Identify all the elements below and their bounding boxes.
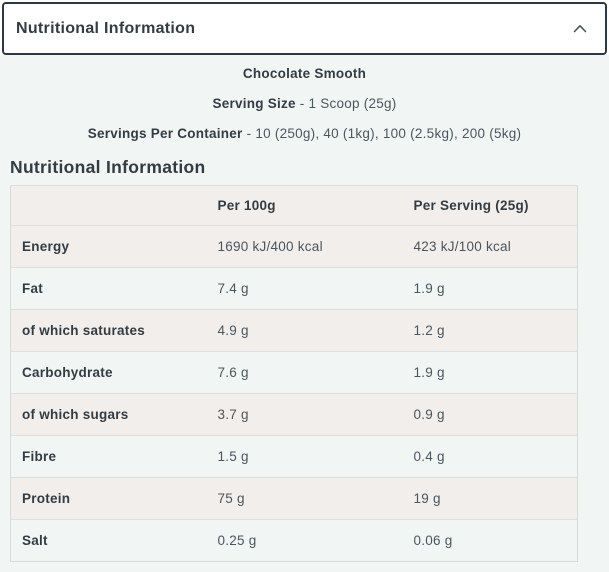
row-per-serving: 0.9 g — [403, 393, 578, 436]
servings-per-container-value: - 10 (250g), 40 (1kg), 100 (2.5kg), 200 … — [246, 126, 522, 141]
serving-size-value: - 1 Scoop (25g) — [299, 96, 397, 111]
nutrition-accordion-header[interactable]: Nutritional Information — [2, 2, 607, 55]
nutrition-panel-body: Chocolate Smooth Serving Size - 1 Scoop … — [0, 55, 609, 572]
row-per-100g: 3.7 g — [207, 393, 404, 436]
row-per-100g: 75 g — [207, 477, 404, 520]
row-per-100g: 7.4 g — [207, 267, 404, 310]
row-label: Salt — [10, 519, 208, 562]
row-per-100g: 1690 kJ/400 kcal — [207, 225, 404, 268]
table-row: Carbohydrate 7.6 g 1.9 g — [10, 351, 578, 394]
row-per-serving: 423 kJ/100 kcal — [403, 225, 578, 268]
row-label: Protein — [10, 477, 208, 520]
row-label: Carbohydrate — [10, 351, 208, 394]
nutrition-table: Per 100g Per Serving (25g) Energy 1690 k… — [10, 185, 578, 562]
table-row: of which sugars 3.7 g 0.9 g — [10, 393, 578, 436]
table-row: Energy 1690 kJ/400 kcal 423 kJ/100 kcal — [10, 225, 578, 268]
nutrition-table-body: Energy 1690 kJ/400 kcal 423 kJ/100 kcal … — [10, 225, 578, 562]
row-label: Fibre — [10, 435, 208, 478]
row-per-100g: 1.5 g — [207, 435, 404, 478]
table-header-row: Per 100g Per Serving (25g) — [10, 185, 578, 226]
row-per-100g: 4.9 g — [207, 309, 404, 352]
row-per-100g: 7.6 g — [207, 351, 404, 394]
column-header-per-serving: Per Serving (25g) — [403, 185, 578, 226]
serving-size-label: Serving Size — [212, 96, 296, 111]
row-label: Fat — [10, 267, 208, 310]
row-per-serving: 0.06 g — [403, 519, 578, 562]
table-row: Fat 7.4 g 1.9 g — [10, 267, 578, 310]
flavour-name: Chocolate Smooth — [242, 66, 367, 81]
row-per-serving: 1.2 g — [403, 309, 578, 352]
row-per-serving: 1.9 g — [403, 351, 578, 394]
row-per-serving: 1.9 g — [403, 267, 578, 310]
column-header-per-100g: Per 100g — [207, 185, 404, 226]
column-header-blank — [10, 185, 208, 226]
row-per-serving: 0.4 g — [403, 435, 578, 478]
table-row: of which saturates 4.9 g 1.2 g — [10, 309, 578, 352]
row-per-100g: 0.25 g — [207, 519, 404, 562]
section-heading: Nutritional Information — [10, 157, 206, 177]
row-label: of which sugars — [10, 393, 208, 436]
accordion-title: Nutritional Information — [16, 19, 196, 37]
table-row: Salt 0.25 g 0.06 g — [10, 519, 578, 562]
row-per-serving: 19 g — [403, 477, 578, 520]
servings-per-container-line: Servings Per Container - 10 (250g), 40 (… — [0, 125, 609, 143]
servings-per-container-label: Servings Per Container — [87, 126, 243, 141]
chevron-up-icon — [573, 24, 587, 33]
table-row: Protein 75 g 19 g — [10, 477, 578, 520]
row-label: of which saturates — [10, 309, 208, 352]
table-row: Fibre 1.5 g 0.4 g — [10, 435, 578, 478]
serving-size-line: Serving Size - 1 Scoop (25g) — [0, 95, 609, 113]
row-label: Energy — [10, 225, 208, 268]
